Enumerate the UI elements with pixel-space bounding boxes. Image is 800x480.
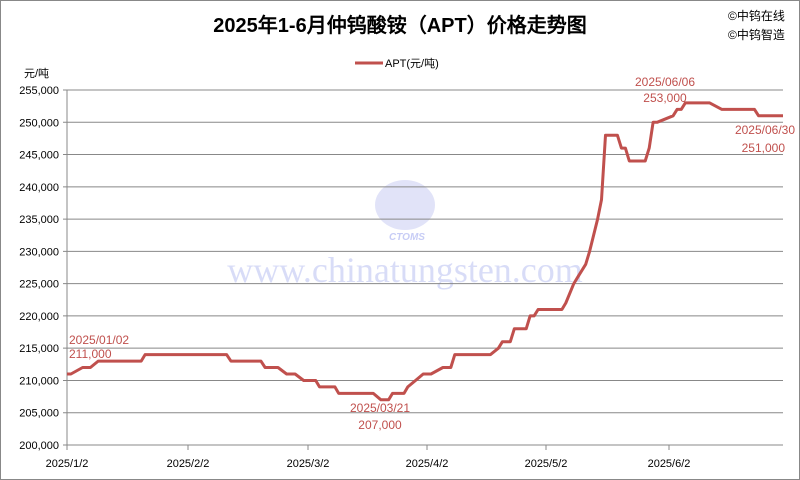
x-tick-label: 2025/6/2 [648, 458, 691, 470]
x-axis: 2025/1/2 2025/2/2 2025/3/2 2025/4/2 2025/5/2… [46, 445, 691, 470]
x-tick-label: 2025/1/2 [46, 458, 89, 470]
x-tick-label: 2025/2/2 [167, 458, 210, 470]
y-tick-label: 230,000 [19, 246, 59, 258]
copyright-1: ©中钨在线 [728, 8, 785, 23]
y-axis: 200,000 205,000 210,000 215,000 220,000 225,0… [19, 85, 59, 452]
x-tick-label: 2025/5/2 [525, 458, 568, 470]
series-line [67, 101, 783, 402]
y-tick-label: 235,000 [19, 214, 59, 226]
y-tick-label: 205,000 [19, 408, 59, 420]
x-tick-label: 2025/3/2 [287, 458, 330, 470]
x-tick-label: 2025/4/2 [406, 458, 449, 470]
series-apt [66, 101, 784, 402]
y-tick-label: 225,000 [19, 279, 59, 291]
y-tick-label: 245,000 [19, 150, 59, 162]
annotation-date: 2025/03/21 [350, 401, 410, 415]
annotation-value: 251,000 [742, 141, 786, 155]
y-tick-label: 210,000 [19, 375, 59, 387]
y-axis-unit: 元/吨 [24, 67, 49, 80]
annotation-date: 2025/06/30 [735, 123, 795, 137]
y-tick-label: 255,000 [19, 85, 59, 97]
y-tick-label: 200,000 [19, 440, 59, 452]
watermark-logo-text: CTOMS [389, 232, 425, 243]
annotation-date: 2025/06/06 [635, 75, 695, 89]
annotation-date: 2025/01/02 [69, 333, 129, 347]
annotation-value: 211,000 [69, 347, 112, 361]
legend-label: APT(元/吨) [385, 57, 439, 70]
watermark-logo-icon [375, 180, 435, 230]
annotation-value: 253,000 [643, 91, 687, 105]
copyright-2: ©中钨智造 [728, 27, 785, 42]
y-tick-label: 250,000 [19, 117, 59, 129]
chart-title: 2025年1-6月仲钨酸铵（APT）价格走势图 [213, 13, 586, 37]
gridlines [63, 89, 783, 446]
y-tick-label: 220,000 [19, 311, 59, 323]
annotation-value: 207,000 [358, 418, 402, 432]
y-tick-label: 240,000 [19, 182, 59, 194]
y-tick-label: 215,000 [19, 343, 59, 355]
